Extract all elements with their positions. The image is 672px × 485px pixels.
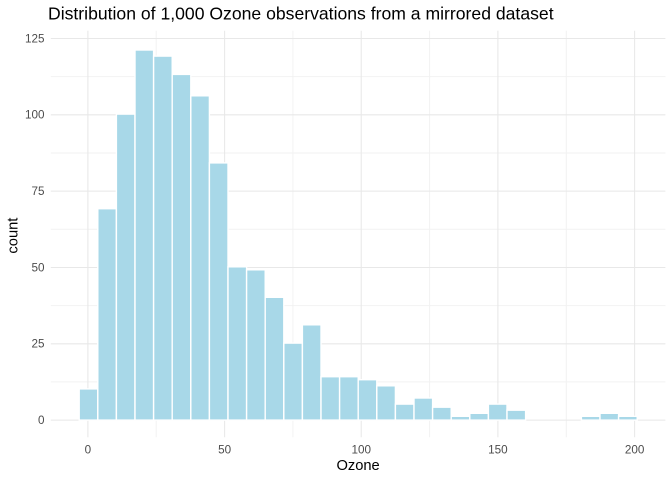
svg-text:Ozone: Ozone [336,458,379,474]
svg-text:100: 100 [25,109,45,122]
svg-text:150: 150 [488,443,508,456]
svg-text:0: 0 [38,414,45,427]
svg-text:125: 125 [25,32,45,45]
svg-text:200: 200 [625,443,645,456]
svg-text:25: 25 [31,338,45,351]
svg-text:Distribution of 1,000 Ozone ob: Distribution of 1,000 Ozone observations… [48,3,554,23]
svg-text:50: 50 [218,443,232,456]
svg-text:100: 100 [351,443,371,456]
svg-text:count: count [6,218,22,254]
svg-text:75: 75 [31,185,45,198]
svg-text:50: 50 [31,261,45,274]
svg-text:0: 0 [85,443,92,456]
